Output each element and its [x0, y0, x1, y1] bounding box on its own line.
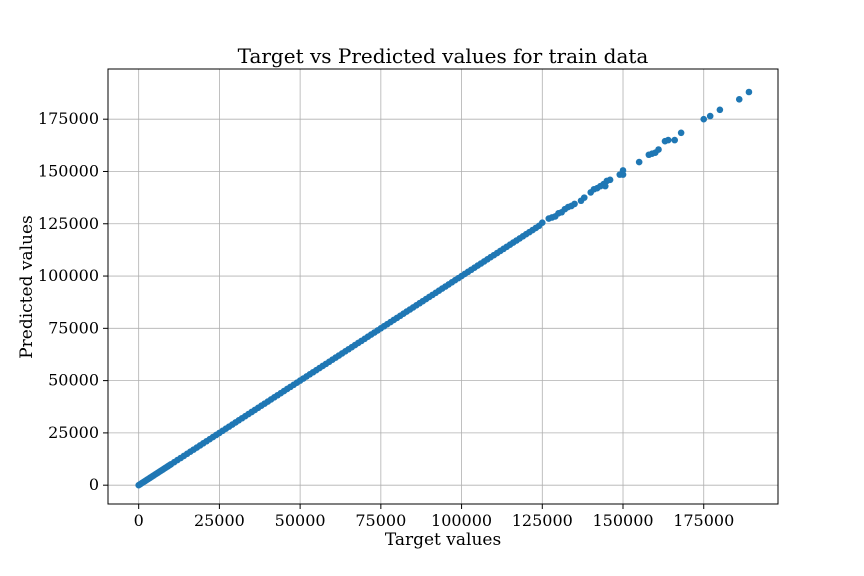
x-axis-ticks: 0 25000 50000 75000 100000 125000 150000 175000: [134, 504, 734, 530]
data-point: [635, 158, 643, 166]
x-tick-label: 175000: [673, 511, 734, 530]
x-tick-label: 75000: [355, 511, 406, 530]
y-tick-label: 150000: [38, 161, 99, 180]
y-tick-label: 75000: [48, 318, 99, 337]
data-point: [671, 136, 678, 144]
data-point: [655, 146, 662, 153]
x-tick-label: 50000: [275, 511, 326, 530]
y-tick-label: 100000: [38, 266, 99, 285]
y-tick-label: 175000: [38, 109, 99, 128]
grid-lines: [108, 69, 778, 504]
x-tick-label: 100000: [431, 511, 492, 530]
y-tick-label: 0: [89, 475, 99, 494]
data-point: [677, 129, 685, 137]
y-tick-label: 125000: [38, 214, 99, 233]
data-point: [745, 88, 753, 96]
data-point: [619, 167, 627, 174]
data-point: [716, 106, 724, 114]
data-point: [571, 200, 578, 208]
data-point: [601, 182, 609, 190]
y-axis-label: Predicted values: [17, 215, 37, 359]
x-tick-label: 0: [134, 511, 144, 530]
plot-frame: [107, 68, 779, 505]
chart-title: Target vs Predicted values for train dat…: [238, 44, 649, 68]
y-tick-label: 50000: [48, 371, 99, 390]
data-point: [700, 115, 708, 123]
x-tick-label: 125000: [512, 511, 573, 530]
y-axis-ticks: 0 25000 50000 75000 100000 125000 150000 175000: [38, 109, 108, 494]
data-points: [135, 88, 753, 489]
data-point: [580, 194, 588, 201]
x-tick-label: 150000: [592, 511, 653, 530]
x-axis-label: Target values: [385, 530, 501, 550]
data-point: [664, 136, 672, 144]
y-tick-label: 25000: [48, 423, 99, 442]
data-point: [538, 219, 546, 227]
data-point: [606, 176, 614, 184]
data-point: [706, 112, 714, 120]
data-point: [735, 96, 743, 103]
x-tick-label: 25000: [194, 511, 245, 530]
